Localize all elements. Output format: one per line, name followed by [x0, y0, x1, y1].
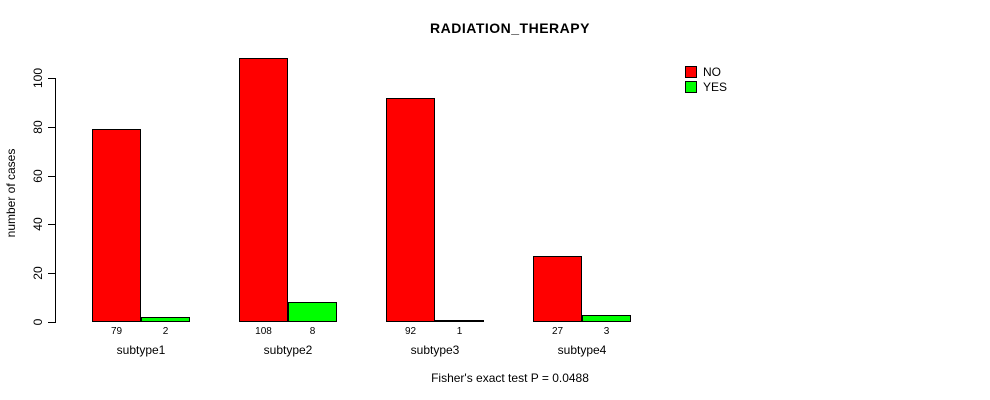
- y-axis-tick-label: 100: [31, 67, 45, 89]
- legend-swatch-no: [685, 66, 697, 78]
- y-axis-title: number of cases: [4, 148, 18, 238]
- chart-title: RADIATION_THERAPY: [430, 20, 590, 36]
- bar-no-subtype4: [533, 256, 582, 322]
- fisher-test-annotation: Fisher's exact test P = 0.0488: [431, 371, 589, 385]
- bar-value-label: 1: [456, 326, 463, 337]
- legend-label-yes: YES: [703, 80, 728, 94]
- category-label-subtype3: subtype3: [410, 343, 460, 357]
- bar-no-subtype2: [239, 58, 288, 322]
- bar-yes-subtype4: [582, 315, 631, 322]
- y-axis-tick: [48, 175, 55, 177]
- bar-no-subtype1: [92, 129, 141, 322]
- bar-yes-subtype1: [141, 317, 190, 322]
- y-axis-tick: [48, 126, 55, 128]
- legend-item-yes: YES: [685, 80, 727, 94]
- legend-swatch-yes: [685, 81, 697, 93]
- category-label-subtype1: subtype1: [116, 343, 166, 357]
- legend: NO YES: [685, 65, 727, 94]
- bar-yes-subtype2: [288, 302, 337, 322]
- legend-label-no: NO: [703, 65, 721, 79]
- y-axis-line: [55, 78, 56, 323]
- y-axis-tick-label: 40: [31, 217, 45, 232]
- bar-value-label: 27: [551, 326, 564, 337]
- bar-value-label: 79: [110, 326, 123, 337]
- bar-value-label: 3: [603, 326, 610, 337]
- y-axis-tick: [48, 322, 55, 323]
- bar-value-label: 108: [255, 326, 272, 337]
- y-axis-tick-label: 20: [31, 266, 45, 280]
- y-axis-tick-label: 60: [31, 168, 45, 183]
- y-axis-tick: [48, 224, 55, 226]
- y-axis-tick: [48, 78, 55, 79]
- category-label-subtype4: subtype4: [557, 343, 607, 357]
- y-axis-tick-label: 0: [31, 318, 45, 326]
- y-axis-tick-label: 80: [31, 120, 45, 134]
- legend-item-no: NO: [685, 65, 727, 79]
- bar-yes-subtype3: [435, 320, 484, 322]
- bar-value-label: 92: [404, 326, 417, 337]
- bar-value-label: 2: [162, 326, 169, 337]
- bar-value-label: 8: [309, 326, 316, 337]
- category-label-subtype2: subtype2: [263, 343, 313, 357]
- y-axis-tick: [48, 273, 55, 275]
- bar-no-subtype3: [386, 98, 435, 322]
